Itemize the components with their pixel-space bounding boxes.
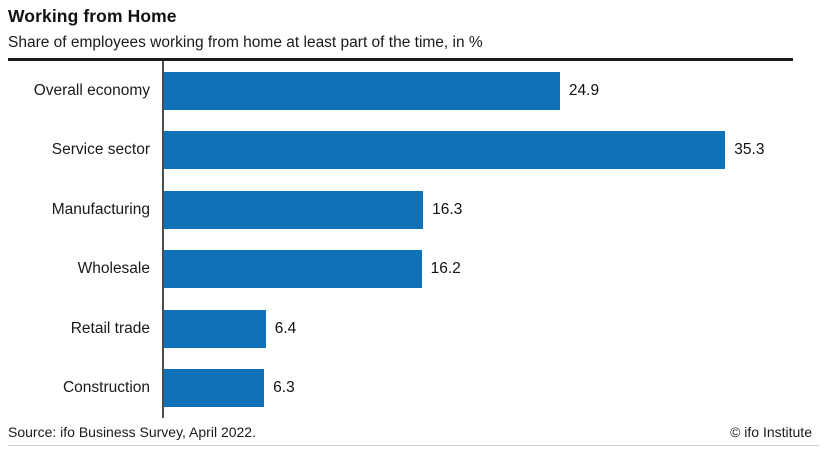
- value-label: 16.3: [432, 200, 463, 218]
- plot-area: 16.3: [162, 179, 826, 240]
- plot-area: 6.4: [162, 298, 826, 359]
- value-label: 6.4: [274, 319, 297, 337]
- chart-row: Construction 6.3: [8, 358, 826, 418]
- bar: [164, 131, 726, 170]
- category-label: Retail trade: [70, 319, 150, 337]
- bar: [164, 250, 422, 289]
- chart-footer: Source: ifo Business Survey, April 2022.…: [8, 424, 819, 446]
- plot-area: 16.2: [162, 239, 826, 299]
- plot-area: 6.3: [162, 358, 826, 418]
- bar-chart: Overall economy 24.9 Service sector 35.3…: [8, 60, 826, 418]
- category-label: Wholesale: [77, 260, 150, 278]
- bar: [164, 71, 560, 110]
- value-label: 6.3: [273, 379, 295, 397]
- chart-row: Retail trade 6.4: [8, 298, 826, 359]
- category-label: Overall economy: [33, 81, 150, 99]
- copyright-note: © ifo Institute: [730, 424, 812, 440]
- value-label: 24.9: [568, 81, 600, 99]
- category-label: Service sector: [51, 141, 150, 159]
- category-label: Manufacturing: [51, 200, 150, 218]
- header-divider: [8, 58, 793, 61]
- bar: [164, 309, 266, 348]
- chart-row: Wholesale 16.2: [8, 239, 826, 299]
- chart-row: Service sector 35.3: [8, 120, 826, 180]
- chart-title: Working from Home: [8, 6, 177, 26]
- bar: [164, 369, 265, 408]
- plot-area: 35.3: [162, 120, 826, 180]
- plot-area: 24.9: [162, 60, 826, 121]
- chart-subtitle: Share of employees working from home at …: [8, 33, 483, 51]
- chart-row: Manufacturing 16.3: [8, 179, 826, 240]
- category-label: Construction: [62, 379, 150, 397]
- value-label: 16.2: [430, 260, 461, 278]
- bar: [164, 190, 424, 229]
- chart-row: Overall economy 24.9: [8, 60, 826, 121]
- source-note: Source: ifo Business Survey, April 2022.: [8, 424, 256, 440]
- value-label: 35.3: [734, 141, 765, 159]
- chart-header: Working from Home Share of employees wor…: [0, 0, 826, 61]
